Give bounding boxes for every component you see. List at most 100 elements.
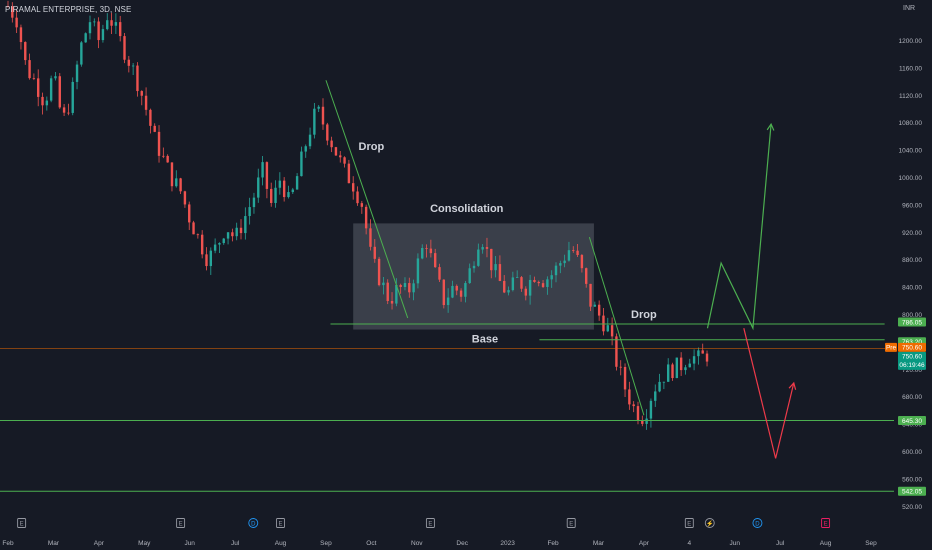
candle-body bbox=[589, 283, 592, 307]
candle-body bbox=[343, 157, 346, 164]
candle bbox=[41, 92, 44, 115]
bearish-scenario-arrowhead bbox=[788, 381, 797, 390]
candle-body bbox=[377, 258, 381, 286]
event-marker[interactable]: E bbox=[17, 518, 27, 528]
event-marker[interactable]: D bbox=[752, 518, 763, 528]
candle bbox=[442, 279, 446, 309]
candle bbox=[218, 242, 221, 254]
y-tick-label: 1000.00 bbox=[899, 175, 923, 182]
candle bbox=[610, 317, 614, 346]
candle-body bbox=[425, 247, 428, 249]
event-label: E bbox=[569, 521, 573, 527]
event-marker[interactable]: ⚡ bbox=[704, 518, 715, 528]
x-tick-label: Dec bbox=[456, 540, 468, 547]
candle-body bbox=[615, 336, 618, 367]
candle-body bbox=[692, 356, 696, 364]
candle-body bbox=[295, 176, 299, 190]
candle-body bbox=[226, 232, 230, 239]
candle bbox=[395, 278, 398, 307]
event-label: ⚡ bbox=[706, 519, 713, 527]
chart-title: PIRAMAL ENTERPRISE, 3D, NSE bbox=[5, 5, 132, 14]
pre-tag: Pre bbox=[886, 345, 897, 352]
annotation-consolidation: Consolidation bbox=[430, 203, 504, 215]
candle bbox=[24, 41, 27, 65]
candle-body bbox=[188, 204, 191, 223]
candle bbox=[520, 275, 523, 292]
event-marker[interactable]: E bbox=[821, 518, 831, 528]
candle bbox=[49, 75, 53, 103]
y-tick-label: 1080.00 bbox=[899, 120, 923, 127]
candle bbox=[136, 62, 139, 97]
x-tick-label: Jul bbox=[776, 540, 785, 547]
candle bbox=[494, 255, 497, 278]
event-marker[interactable]: E bbox=[276, 518, 285, 528]
candle bbox=[515, 270, 519, 278]
candle-body bbox=[537, 281, 540, 284]
candle-body bbox=[593, 304, 597, 307]
candle-body bbox=[472, 265, 476, 269]
y-tick-label: 560.00 bbox=[902, 476, 922, 483]
candle bbox=[671, 362, 674, 381]
candle-body bbox=[304, 146, 307, 152]
candle bbox=[166, 154, 169, 163]
candle-body bbox=[287, 192, 290, 198]
event-label: D bbox=[251, 521, 256, 527]
candle-body bbox=[248, 207, 251, 217]
y-tick-label: 1120.00 bbox=[899, 93, 922, 100]
candle bbox=[399, 283, 402, 294]
candle bbox=[131, 63, 135, 76]
level-label-763: 763.20 bbox=[902, 339, 922, 346]
candle-body bbox=[399, 284, 402, 288]
candle bbox=[572, 246, 575, 253]
event-marker[interactable]: D bbox=[248, 518, 259, 528]
candle bbox=[649, 398, 653, 428]
candle bbox=[162, 147, 165, 159]
event-label: E bbox=[20, 521, 24, 527]
candle-body bbox=[162, 155, 165, 157]
candle-body bbox=[451, 285, 454, 298]
candle-body bbox=[705, 353, 709, 362]
candle-body bbox=[170, 162, 174, 187]
candle bbox=[433, 248, 437, 268]
level-label-542: 542.05 bbox=[902, 488, 922, 495]
event-marker[interactable]: E bbox=[684, 518, 694, 528]
candle-body bbox=[127, 59, 131, 66]
event-marker[interactable]: E bbox=[425, 518, 435, 528]
level-label-786-box bbox=[898, 317, 926, 327]
event-label: E bbox=[824, 521, 828, 527]
candle bbox=[477, 243, 480, 267]
candle-countdown: 06:19:46 bbox=[899, 362, 925, 369]
candle bbox=[537, 280, 540, 287]
candle-body bbox=[697, 350, 700, 357]
candle bbox=[546, 276, 549, 295]
candle bbox=[140, 90, 143, 106]
candle bbox=[446, 288, 450, 313]
event-marker[interactable]: E bbox=[566, 518, 576, 528]
x-tick-label: Oct bbox=[366, 540, 376, 547]
candle bbox=[373, 239, 376, 263]
candle bbox=[226, 232, 230, 245]
candle-body bbox=[554, 265, 558, 276]
candle-body bbox=[671, 364, 674, 379]
candle-body bbox=[270, 188, 273, 203]
candle-body bbox=[32, 78, 36, 79]
candle-body bbox=[80, 42, 83, 65]
y-tick-label: 800.00 bbox=[902, 312, 922, 319]
event-marker[interactable]: E bbox=[176, 518, 186, 528]
candle bbox=[606, 317, 609, 333]
candle bbox=[278, 172, 282, 195]
candle-body bbox=[684, 367, 687, 371]
candle-body bbox=[675, 357, 679, 379]
event-label: E bbox=[428, 521, 432, 527]
bearish-scenario-path bbox=[743, 328, 795, 459]
candle bbox=[123, 32, 126, 64]
candle-body bbox=[658, 381, 661, 392]
candle-body bbox=[213, 244, 217, 251]
y-tick-label: 1200.00 bbox=[899, 38, 923, 45]
candle bbox=[97, 17, 100, 49]
candle-body bbox=[313, 108, 316, 135]
candle-body bbox=[118, 22, 122, 37]
last-price-label: 750.60 bbox=[902, 345, 922, 352]
candle bbox=[425, 244, 428, 258]
